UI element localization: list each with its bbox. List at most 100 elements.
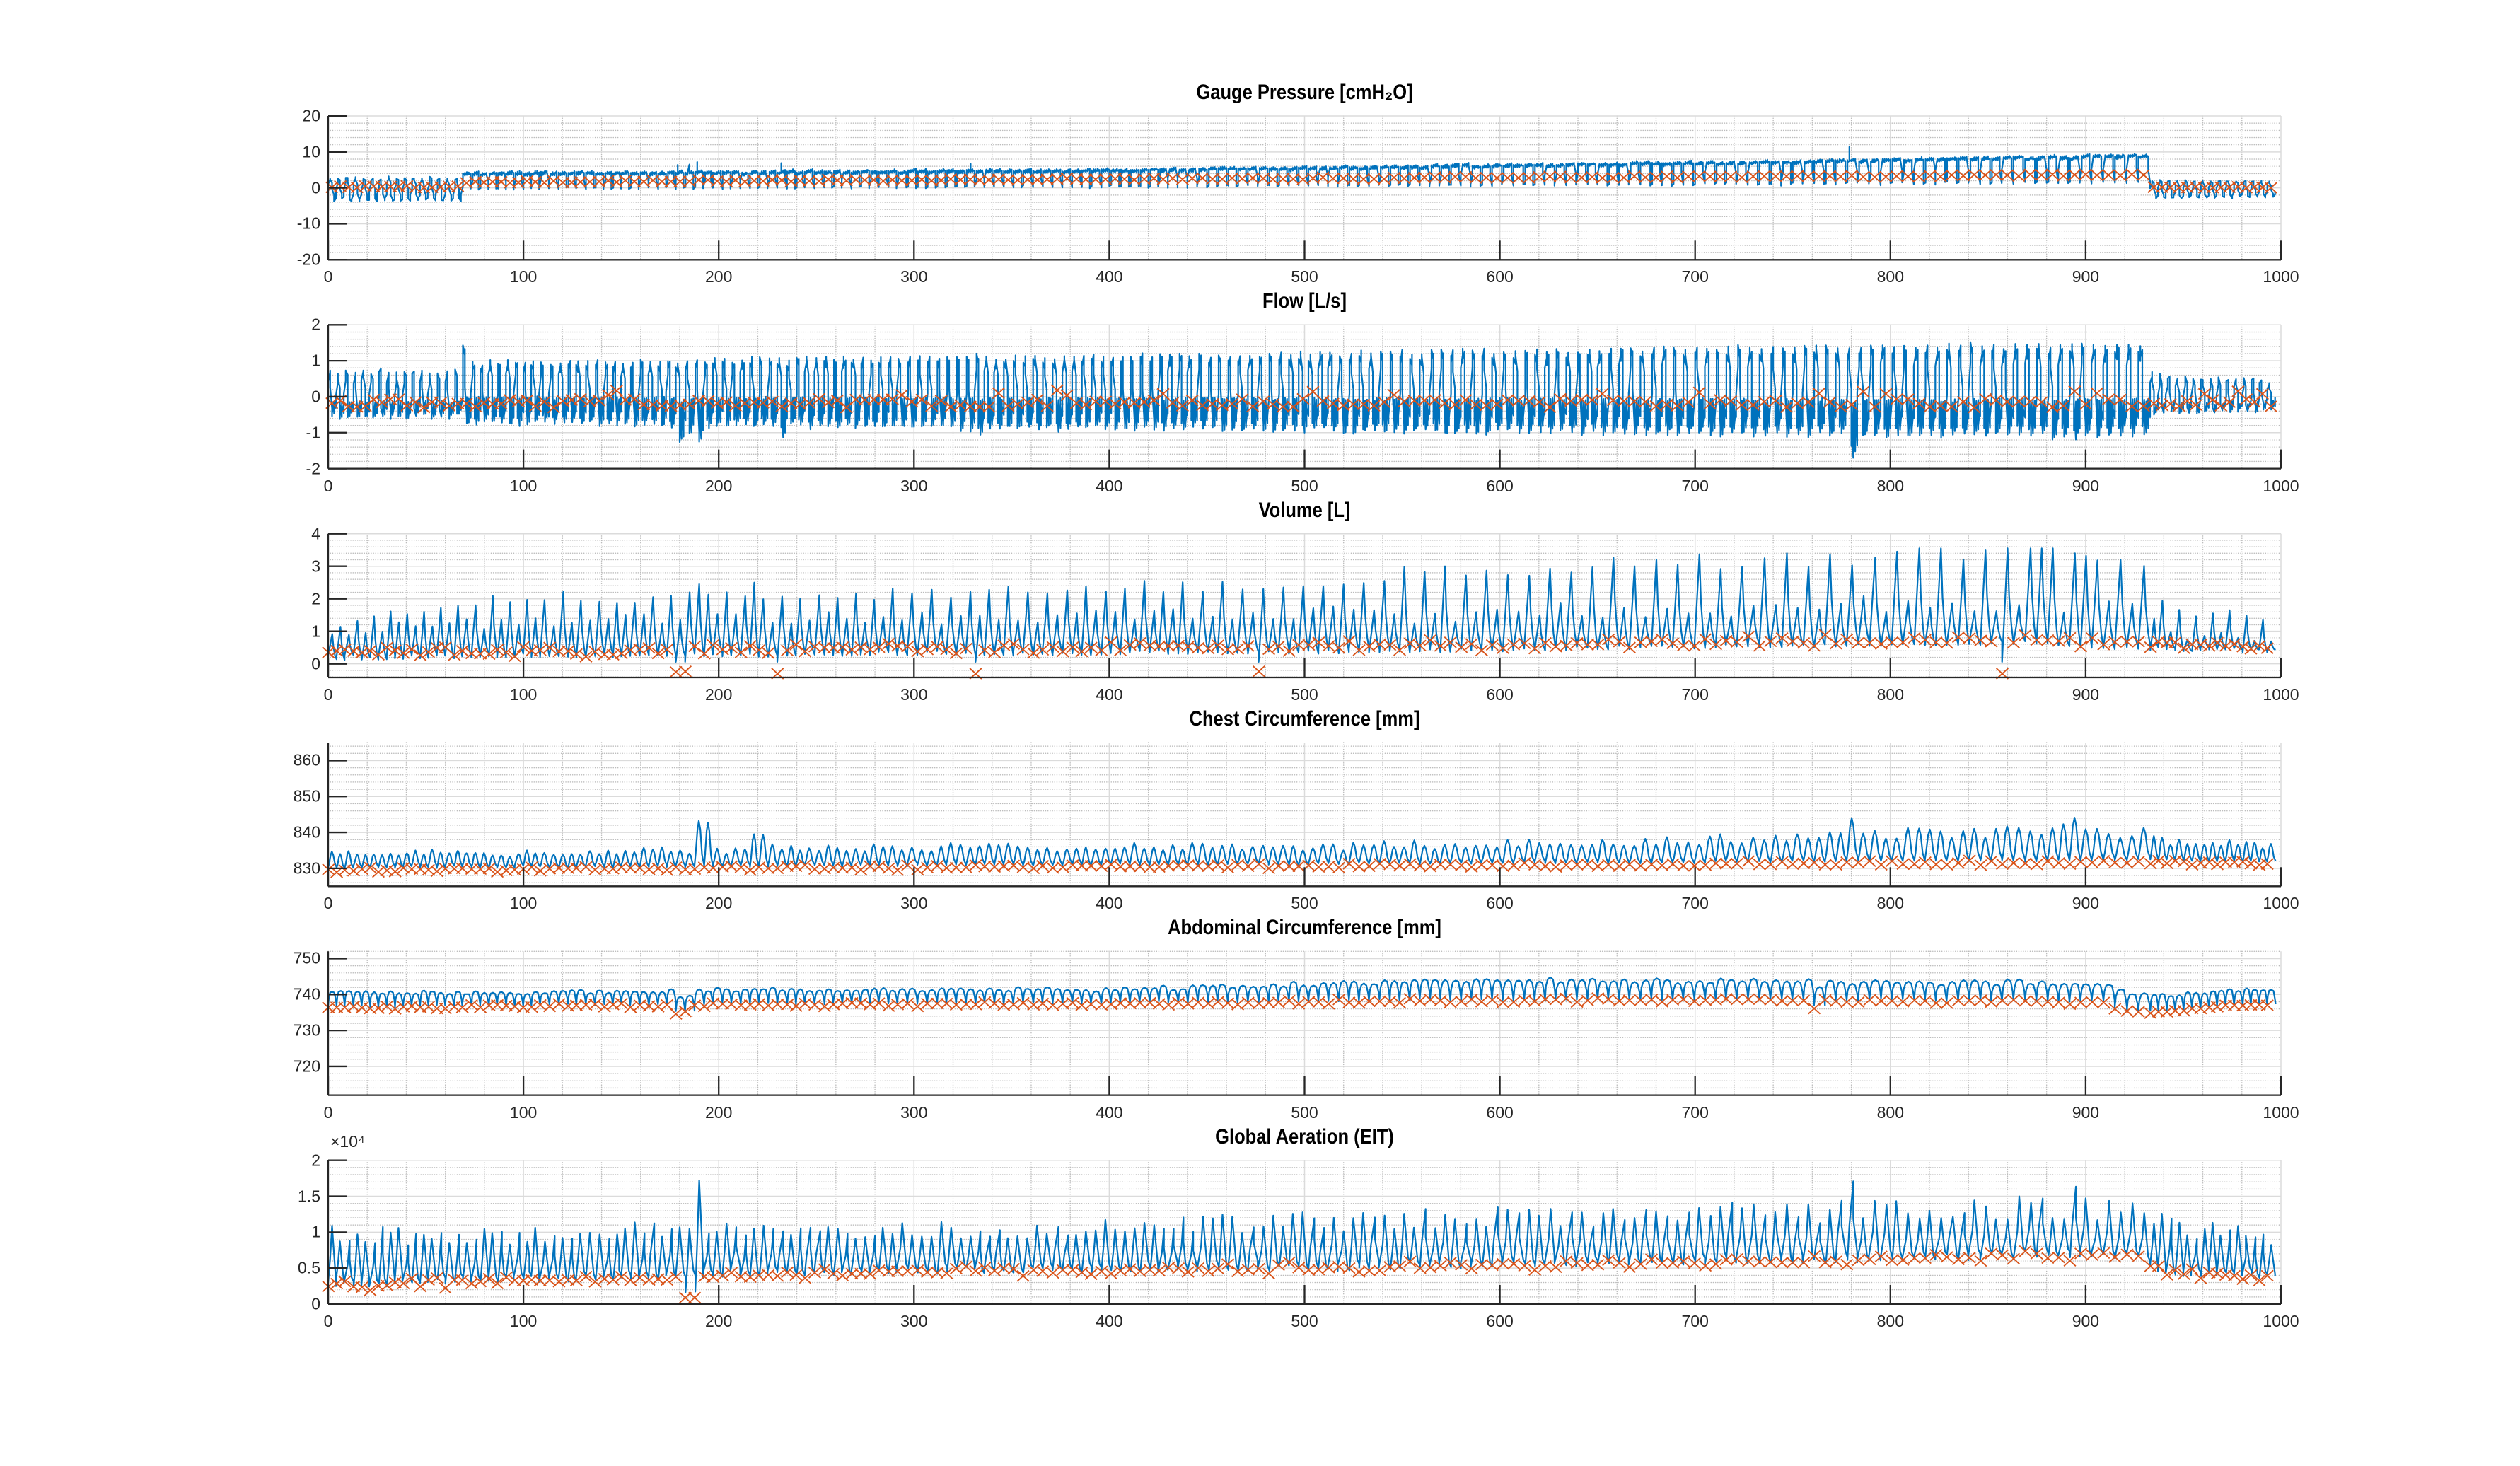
- x-tick-label: 300: [900, 685, 928, 704]
- x-tick-label: 800: [1876, 267, 1904, 286]
- subplot-2-title: Flow [L/s]: [1262, 289, 1347, 313]
- breath-markers: [325, 384, 2277, 414]
- x-tick-label: 400: [1096, 1312, 1123, 1330]
- axes-frame: [327, 743, 2282, 888]
- y-tick-label: 2: [311, 589, 320, 608]
- x-tick-label: 0: [323, 1103, 333, 1122]
- x-tick-label: 800: [1876, 476, 1904, 495]
- x-tick-label: 400: [1096, 267, 1123, 286]
- x-tick-label: 100: [509, 267, 538, 286]
- x-tick-label: 1000: [2263, 685, 2299, 704]
- y-tick-label: -20: [296, 250, 320, 269]
- subplot-3-axes: [322, 533, 2282, 680]
- x-tick-label: 100: [509, 894, 538, 913]
- x-tick-label: 100: [509, 1312, 538, 1330]
- axes-frame: [327, 115, 2282, 261]
- x-tick-label: 700: [1681, 1312, 1709, 1330]
- y-tick-label: 1: [311, 622, 320, 641]
- y-tick-label: -1: [306, 423, 320, 442]
- subplot-5-title: Abdominal Circumference [mm]: [1168, 916, 1441, 939]
- subplot-3-title: Volume [L]: [1258, 499, 1351, 522]
- y-tick-label: 750: [293, 948, 320, 967]
- subplot-6-title: Global Aeration (EIT): [1215, 1125, 1394, 1148]
- y-tick-label: 2: [311, 1151, 320, 1170]
- pressure-signal: [327, 146, 2276, 203]
- x-tick-label: 700: [1681, 1103, 1709, 1122]
- x-tick-label: 1000: [2263, 267, 2299, 286]
- y-tick-label: 850: [293, 786, 320, 805]
- x-tick-label: 500: [1291, 894, 1318, 913]
- x-tick-label: 800: [1876, 1103, 1904, 1122]
- x-tick-label: 500: [1291, 476, 1318, 495]
- x-tick-label: 700: [1681, 685, 1709, 704]
- x-tick-label: 900: [2072, 267, 2100, 286]
- x-tick-label: 600: [1486, 267, 1514, 286]
- x-tick-label: 800: [1876, 1312, 1904, 1330]
- x-tick-label: 900: [2072, 1103, 2100, 1122]
- y-tick-label: 840: [293, 822, 320, 842]
- y-tick-label: 10: [302, 142, 320, 161]
- y-tick-label: 1: [311, 1222, 320, 1241]
- x-tick-label: 100: [509, 1103, 538, 1122]
- x-tick-label: 900: [2072, 476, 2100, 495]
- x-tick-label: 400: [1096, 476, 1123, 495]
- y-tick-label: 3: [311, 557, 320, 576]
- x-tick-label: 800: [1876, 894, 1904, 913]
- y-tick-label: 2: [311, 315, 320, 334]
- x-tick-label: 0: [323, 476, 333, 495]
- y-tick-label: 0.5: [298, 1258, 320, 1277]
- x-tick-label: 200: [705, 894, 733, 913]
- y-tick-label: 860: [293, 750, 320, 769]
- x-tick-label: 0: [323, 1312, 333, 1330]
- x-tick-label: 1000: [2263, 476, 2299, 495]
- y-tick-label: 730: [293, 1020, 320, 1040]
- y-tick-label: 1: [311, 351, 320, 370]
- x-tick-label: 700: [1681, 267, 1709, 286]
- y-tick-label: 0: [311, 654, 320, 673]
- y-axis-exponent-label: ×10⁴: [330, 1132, 365, 1151]
- x-tick-label: 600: [1486, 1312, 1514, 1330]
- x-tick-label: 200: [705, 685, 733, 704]
- y-tick-label: 830: [293, 859, 320, 878]
- x-tick-label: 100: [509, 476, 538, 495]
- x-tick-label: 200: [705, 476, 733, 495]
- x-tick-label: 700: [1681, 476, 1709, 495]
- axes-frame: [327, 951, 2282, 1096]
- x-tick-label: 600: [1486, 685, 1514, 704]
- y-tick-label: -2: [306, 459, 320, 478]
- axes-frame: [327, 324, 2282, 470]
- x-tick-label: 1000: [2263, 1312, 2299, 1330]
- y-tick-label: 20: [302, 106, 320, 125]
- x-tick-label: 200: [705, 267, 733, 286]
- x-tick-label: 0: [323, 685, 333, 704]
- x-tick-label: 900: [2072, 1312, 2100, 1330]
- subplot-6-axes: [322, 1159, 2282, 1305]
- axes-frame: [327, 533, 2282, 679]
- x-tick-label: 300: [900, 476, 928, 495]
- y-tick-label: 720: [293, 1057, 320, 1076]
- x-tick-label: 200: [705, 1103, 733, 1122]
- subplot-4-title: Chest Circumference [mm]: [1189, 707, 1420, 731]
- x-tick-label: 300: [900, 1103, 928, 1122]
- x-tick-label: 900: [2072, 894, 2100, 913]
- x-tick-label: 400: [1096, 685, 1123, 704]
- major-grid: [327, 951, 2282, 1095]
- x-tick-label: 700: [1681, 894, 1709, 913]
- x-tick-label: 400: [1096, 1103, 1123, 1122]
- subplot-1-title: Gauge Pressure [cmH₂O]: [1196, 81, 1413, 104]
- y-tick-label: 4: [311, 524, 320, 543]
- x-tick-label: 600: [1486, 1103, 1514, 1122]
- y-tick-label: 740: [293, 984, 320, 1003]
- x-tick-label: 300: [900, 894, 928, 913]
- minor-grid: [327, 742, 2282, 888]
- x-tick-label: 300: [900, 267, 928, 286]
- x-tick-label: 200: [705, 1312, 733, 1330]
- x-tick-label: 500: [1291, 267, 1318, 286]
- x-tick-label: 1000: [2263, 1103, 2299, 1122]
- x-tick-label: 900: [2072, 685, 2100, 704]
- x-tick-label: 1000: [2263, 894, 2299, 913]
- subplot-1-axes: [325, 115, 2282, 261]
- x-tick-label: 500: [1291, 1103, 1318, 1122]
